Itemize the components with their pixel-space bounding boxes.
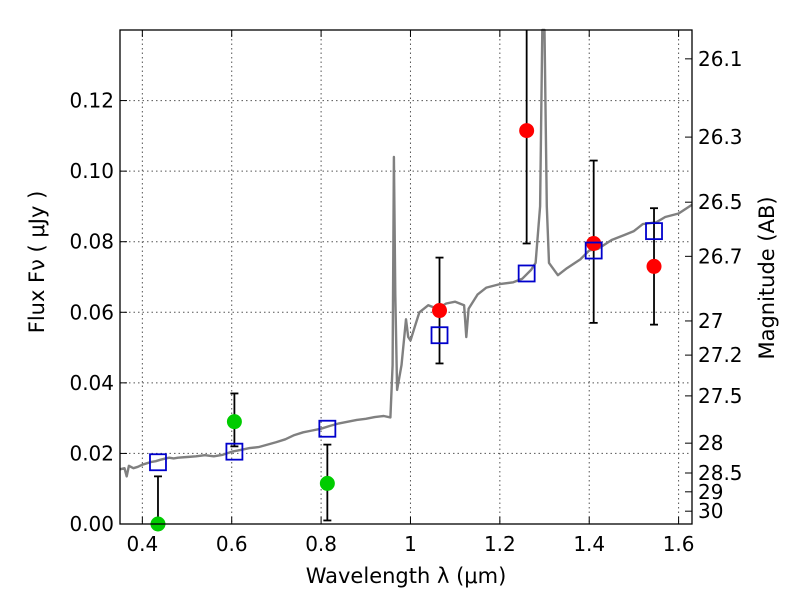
- data-points-layer: [149, 30, 663, 532]
- right-tick-label: 28: [698, 431, 723, 455]
- right-tick-label: 29: [698, 480, 723, 504]
- right-tick-label: 28.5: [698, 461, 743, 485]
- axis-ticks: [120, 30, 692, 525]
- model-spectrum-layer: [119, 28, 693, 478]
- right-tick-label: 26.5: [698, 190, 743, 214]
- right-tick-label: 27.2: [698, 343, 743, 367]
- x-tick-label: 1.4: [573, 532, 605, 556]
- right-tick-label: 26.3: [698, 125, 743, 149]
- right-tick-label: 26.7: [698, 244, 743, 268]
- right-tick-label: 26.1: [698, 47, 743, 71]
- x-tick-label: 0.8: [305, 532, 337, 556]
- photometry-point: [646, 258, 662, 274]
- y-tick-label: 0.00: [69, 512, 114, 536]
- y-tick-label: 0.04: [69, 371, 114, 395]
- model-spectrum-line: [119, 28, 693, 478]
- model-flux-square: [430, 326, 449, 345]
- x-tick-label: 0.6: [216, 532, 248, 556]
- photometry-point: [432, 303, 448, 319]
- y-tick-label: 0.10: [69, 159, 114, 183]
- photometry-point: [586, 235, 602, 251]
- right-tick-label: 27: [698, 309, 723, 333]
- y-tick-label: 0.12: [69, 89, 114, 113]
- x-tick-labels: 0.4 0.6 0.8 1 1.2 1.4 1.6: [126, 532, 694, 556]
- model-flux-square: [517, 264, 536, 283]
- x-tick-label: 0.4: [126, 532, 158, 556]
- y-tick-labels: 0.00 0.02 0.04 0.06 0.08 0.10 0.12: [69, 89, 114, 536]
- x-tick-label: 1.2: [484, 532, 516, 556]
- model-flux-square: [584, 241, 603, 260]
- x-tick-label: 1: [404, 532, 417, 556]
- photometry-point: [319, 475, 335, 491]
- plot-frame: [119, 29, 693, 525]
- x-axis-title: Wavelength λ (μm): [306, 564, 507, 588]
- x-tick-label: 1.6: [663, 532, 695, 556]
- photometry-point: [226, 414, 242, 430]
- y-tick-label: 0.02: [69, 441, 114, 465]
- model-flux-square: [225, 442, 244, 461]
- y-axis-title: Flux Fν ( μJy ): [25, 191, 49, 334]
- right-tick-label: 27.5: [698, 384, 743, 408]
- y-tick-label: 0.08: [69, 230, 114, 254]
- y-tick-label: 0.06: [69, 300, 114, 324]
- model-flux-square: [149, 453, 167, 472]
- right-tick-label: 30: [698, 499, 723, 523]
- grid-lines: [120, 30, 692, 525]
- photometry-point: [519, 123, 535, 139]
- right-axis-title: Magnitude (AB): [755, 196, 779, 359]
- model-flux-square: [318, 419, 337, 438]
- model-flux-square: [645, 222, 663, 241]
